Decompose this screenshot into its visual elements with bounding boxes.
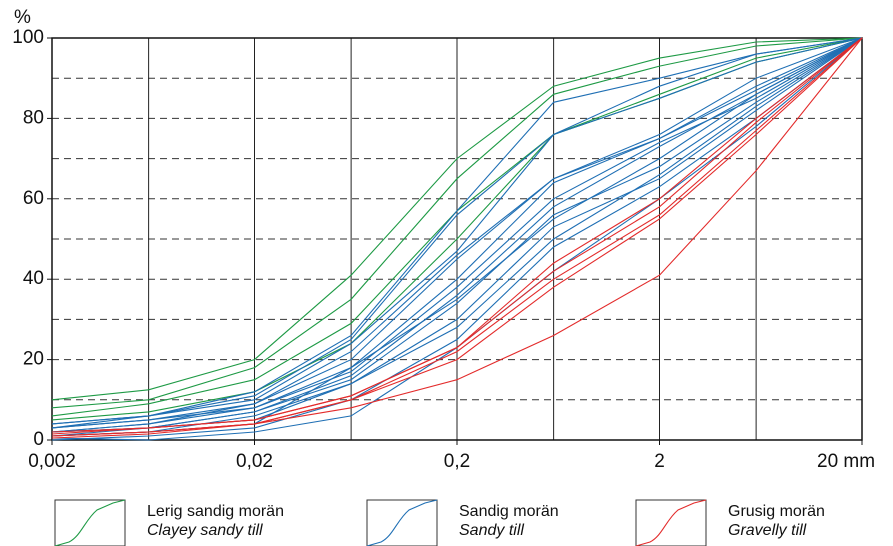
series-line xyxy=(51,37,863,429)
legend-label: Grusig morän xyxy=(728,503,825,520)
series-line xyxy=(51,37,863,429)
series-line xyxy=(51,37,863,439)
legend: Lerig sandig morän Clayey sandy till Sandi… xyxy=(54,499,825,546)
x-tick-label: 2 xyxy=(654,451,665,472)
y-tick-label: 0 xyxy=(33,429,44,450)
series-line xyxy=(51,37,863,409)
x-tick-label: 0,02 xyxy=(236,451,273,472)
y-tick-label: 80 xyxy=(23,107,44,128)
x-tick-label: 0,2 xyxy=(444,451,470,472)
y-axis-label: % xyxy=(14,7,31,28)
y-tick-label: 60 xyxy=(23,188,44,209)
legend-swatch xyxy=(366,499,438,546)
legend-box xyxy=(54,499,126,546)
series-line xyxy=(51,37,863,429)
series-line xyxy=(51,37,863,437)
series-line xyxy=(51,37,863,441)
legend-swatch xyxy=(54,499,126,546)
legend-box xyxy=(366,499,438,546)
series-line xyxy=(51,37,863,433)
series-line xyxy=(51,37,863,425)
legend-label-en: Sandy till xyxy=(459,522,524,539)
series-line xyxy=(51,37,863,425)
legend-swatch xyxy=(635,499,707,546)
series-line xyxy=(51,37,863,433)
x-tick-label: 20 mm xyxy=(817,451,875,472)
y-tick-label: 40 xyxy=(23,268,44,289)
series-line xyxy=(51,37,863,437)
y-tick-label: 20 xyxy=(23,349,44,370)
series-line xyxy=(51,37,863,401)
legend-label: Sandig morän xyxy=(459,503,559,520)
y-tick-label: 100 xyxy=(12,27,44,48)
x-tick-label: 0,002 xyxy=(28,451,76,472)
legend-label-en: Clayey sandy till xyxy=(147,522,263,539)
legend-label: Lerig sandig morän xyxy=(147,503,284,520)
legend-box xyxy=(635,499,707,546)
series-line xyxy=(51,37,863,435)
series-line xyxy=(51,37,863,437)
legend-label-en: Gravelly till xyxy=(728,522,807,539)
